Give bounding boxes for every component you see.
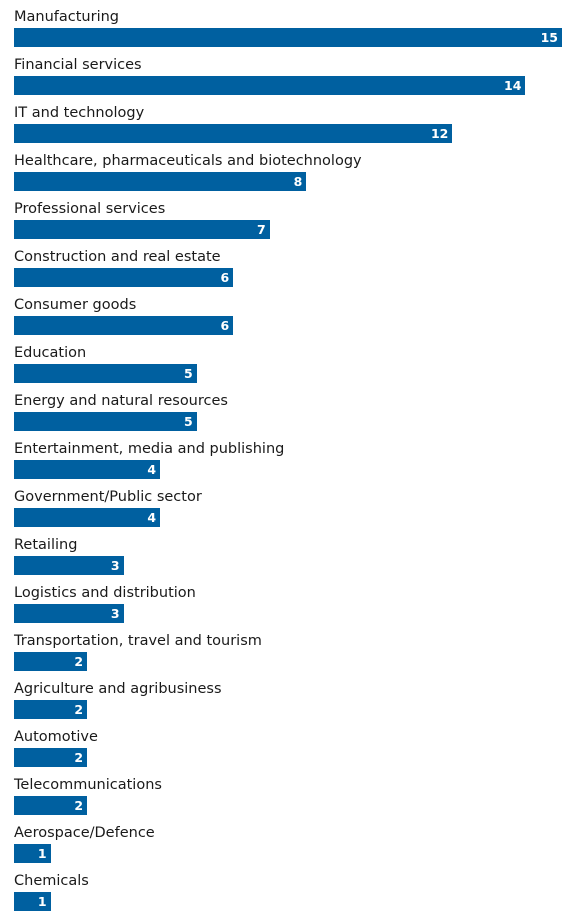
bar-value-label: 6 — [220, 270, 230, 285]
bar: 3 — [14, 556, 124, 575]
category-label: Education — [14, 345, 87, 361]
bar-value-label: 2 — [74, 798, 84, 813]
bar: 2 — [14, 748, 88, 767]
category-label: Retailing — [14, 537, 78, 553]
bar-value-label: 6 — [220, 318, 230, 333]
bar: 5 — [14, 364, 197, 383]
category-label: Consumer goods — [14, 297, 137, 313]
category-label: Financial services — [14, 57, 142, 73]
bar-value-label: 4 — [147, 510, 157, 525]
bar: 2 — [14, 796, 88, 815]
bar: 6 — [14, 316, 234, 335]
category-label: Aerospace/Defence — [14, 825, 155, 841]
category-label: Automotive — [14, 729, 98, 745]
bar: 5 — [14, 412, 197, 431]
category-label: Agriculture and agribusiness — [14, 681, 222, 697]
category-label: IT and technology — [14, 105, 145, 121]
bar: 3 — [14, 604, 124, 623]
bar: 4 — [14, 460, 161, 479]
bar-value-label: 3 — [110, 558, 120, 573]
bar: 4 — [14, 508, 161, 527]
bar: 15 — [14, 28, 562, 47]
bar-value-label: 2 — [74, 654, 84, 669]
category-label: Logistics and distribution — [14, 585, 196, 601]
category-label: Healthcare, pharmaceuticals and biotechn… — [14, 153, 362, 169]
bar: 6 — [14, 268, 234, 287]
bar-value-label: 3 — [110, 606, 120, 621]
bar-value-label: 15 — [540, 30, 558, 45]
bar: 1 — [14, 844, 51, 863]
bar-value-label: 5 — [183, 414, 193, 429]
bar: 12 — [14, 124, 453, 143]
category-label: Entertainment, media and publishing — [14, 441, 285, 457]
bar-value-label: 5 — [183, 366, 193, 381]
bar-value-label: 14 — [504, 78, 522, 93]
bar-value-label: 8 — [293, 174, 303, 189]
category-label: Transportation, travel and tourism — [14, 633, 262, 649]
bar-value-label: 2 — [74, 750, 84, 765]
category-label: Telecommunications — [14, 777, 162, 793]
category-label: Government/Public sector — [14, 489, 202, 505]
bar: 7 — [14, 220, 270, 239]
bar: 2 — [14, 652, 88, 671]
bar-value-label: 1 — [37, 846, 47, 861]
bar-value-label: 4 — [147, 462, 157, 477]
category-label: Energy and natural resources — [14, 393, 228, 409]
bar: 1 — [14, 892, 51, 911]
bar: 2 — [14, 700, 88, 719]
bar-value-label: 1 — [37, 894, 47, 909]
category-label: Manufacturing — [14, 9, 119, 25]
category-label: Construction and real estate — [14, 249, 221, 265]
bar: 14 — [14, 76, 526, 95]
category-label: Professional services — [14, 201, 166, 217]
bar-value-label: 12 — [430, 126, 449, 141]
bar-value-label: 2 — [74, 702, 84, 717]
category-label: Chemicals — [14, 873, 89, 889]
bar-value-label: 7 — [257, 222, 266, 237]
bar: 8 — [14, 172, 307, 191]
